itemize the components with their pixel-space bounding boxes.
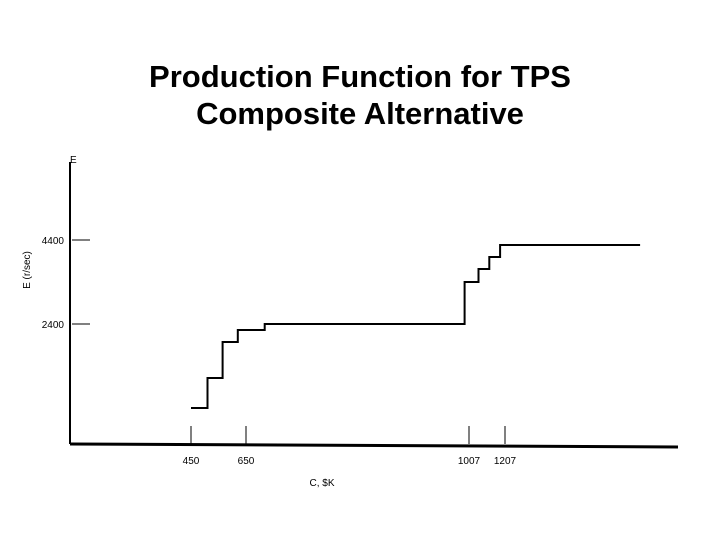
chart-title-line-2: Composite Alternative <box>196 96 524 131</box>
chart-title: Production Function for TPS Composite Al… <box>0 58 720 132</box>
x-axis-title: C, $K <box>309 478 334 489</box>
x-axis-line <box>69 442 679 449</box>
x-tick-label-650: 650 <box>238 456 255 467</box>
production-step-line <box>191 244 641 409</box>
x-tick-label-450: 450 <box>183 456 200 467</box>
x-tick-label-1207: 1207 <box>494 456 517 467</box>
x-tick-label-1007: 1007 <box>458 456 481 467</box>
y-axis-top-label: E <box>70 155 77 166</box>
y-tick-label-4400: 4400 <box>42 236 65 247</box>
tick-group: 4400 2400 450 650 1007 1207 <box>42 236 517 467</box>
y-axis-title: E (r/sec) <box>22 251 33 289</box>
chart-title-line-1: Production Function for TPS <box>149 59 571 94</box>
y-tick-label-2400: 2400 <box>42 320 65 331</box>
